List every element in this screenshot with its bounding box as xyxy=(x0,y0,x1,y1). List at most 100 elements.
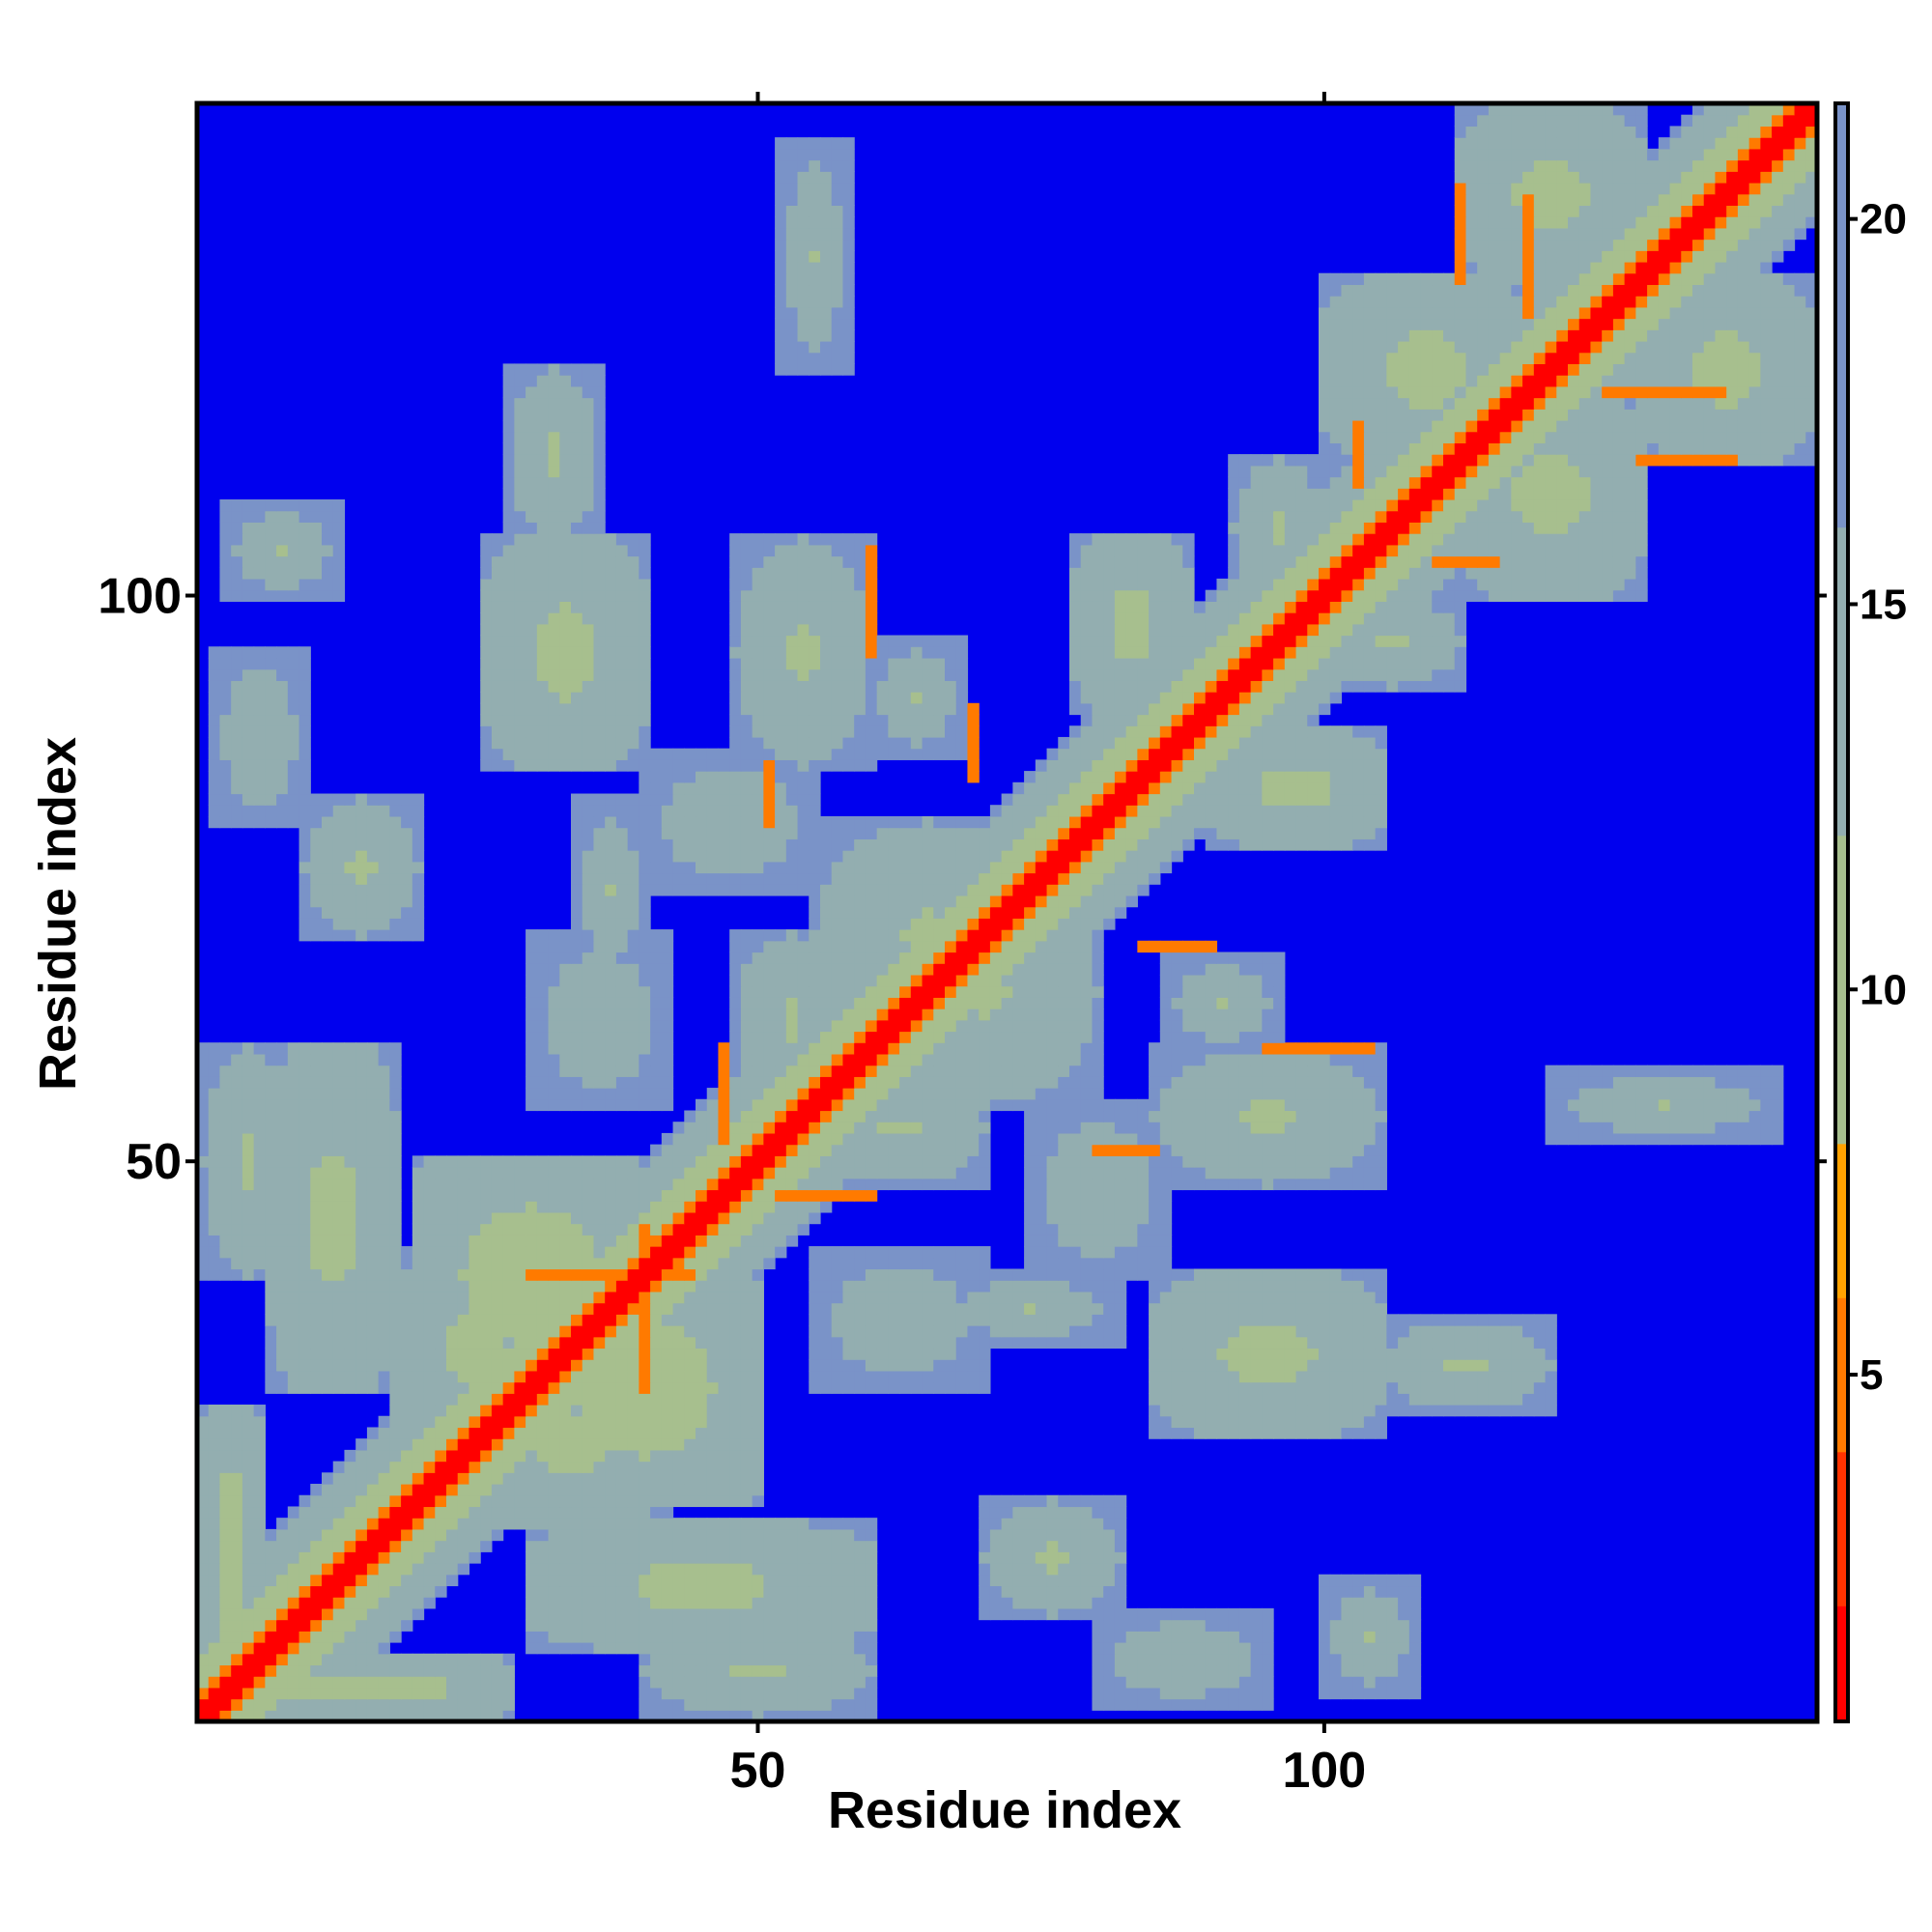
heatmap-cell xyxy=(412,1370,425,1383)
heatmap-cell xyxy=(219,1574,232,1587)
heatmap-cell xyxy=(650,1676,663,1689)
heatmap-cell xyxy=(1363,1405,1377,1417)
heatmap-cell xyxy=(615,1053,629,1066)
heatmap-cell xyxy=(1080,1178,1094,1191)
heatmap-cell xyxy=(842,1597,855,1609)
heatmap-cell xyxy=(661,1687,674,1700)
heatmap-cell xyxy=(842,1178,855,1191)
heatmap-cell xyxy=(559,1370,572,1383)
heatmap-cell xyxy=(605,1563,617,1576)
heatmap-cell xyxy=(208,1098,221,1112)
heatmap-cell xyxy=(1182,1664,1195,1677)
heatmap-cell xyxy=(548,1065,560,1077)
heatmap-cell xyxy=(1319,1291,1331,1304)
heatmap-cell xyxy=(1238,1698,1252,1711)
heatmap-cell xyxy=(287,1076,300,1089)
heatmap-cell xyxy=(355,1291,368,1304)
heatmap-cell xyxy=(865,1597,878,1609)
heatmap-cell xyxy=(1624,1098,1636,1112)
heatmap-cell xyxy=(1477,1370,1490,1383)
heatmap-cell xyxy=(242,1427,255,1439)
heatmap-cell xyxy=(389,1291,402,1304)
heatmap-cell xyxy=(1238,1268,1252,1281)
heatmap-cell xyxy=(672,1268,685,1281)
heatmap-cell xyxy=(1612,1088,1626,1100)
heatmap-cell xyxy=(888,1098,900,1112)
heatmap-cell xyxy=(1262,1053,1274,1066)
heatmap-cell xyxy=(366,1155,380,1168)
heatmap-cell xyxy=(696,1472,708,1485)
heatmap-cell xyxy=(1182,1122,1195,1134)
heatmap-cell xyxy=(865,1574,878,1587)
heatmap-cell xyxy=(1114,1528,1127,1542)
heatmap-cell xyxy=(1103,1178,1116,1191)
heatmap-cell xyxy=(752,1280,764,1293)
heatmap-cell xyxy=(344,1540,356,1552)
heatmap-cell xyxy=(1216,1122,1229,1134)
heatmap-cell xyxy=(469,1676,481,1689)
heatmap-cell xyxy=(661,1065,674,1077)
heatmap-cell xyxy=(1046,1280,1059,1293)
heatmap-cell xyxy=(910,1098,923,1112)
heatmap-cell xyxy=(967,1122,980,1134)
heatmap-cell xyxy=(265,1642,277,1655)
heatmap-cell xyxy=(298,1076,311,1089)
heatmap-cell xyxy=(536,1009,550,1021)
heatmap-cell xyxy=(1149,1235,1161,1247)
heatmap-cell xyxy=(1024,1257,1037,1270)
heatmap-cell xyxy=(1069,1155,1082,1168)
heatmap-cell xyxy=(1284,1302,1297,1315)
heatmap-cell xyxy=(1408,1642,1422,1655)
heatmap-cell xyxy=(582,1438,595,1451)
heatmap-cell xyxy=(536,1427,550,1439)
heatmap-cell xyxy=(366,1642,380,1655)
heatmap-cell xyxy=(899,997,912,1009)
heatmap-cell xyxy=(332,1065,346,1077)
heatmap-cell xyxy=(1171,1291,1183,1304)
heatmap-cell xyxy=(219,1246,232,1259)
heatmap-cell xyxy=(389,1607,402,1621)
heatmap-cell xyxy=(1363,1065,1377,1077)
heatmap-cell xyxy=(752,1528,764,1542)
heatmap-cell xyxy=(1080,997,1094,1009)
heatmap-cell xyxy=(355,1687,368,1700)
heatmap-cell xyxy=(1295,1393,1308,1406)
heatmap-cell xyxy=(344,1211,356,1225)
heatmap-cell xyxy=(831,1325,844,1338)
heatmap-cell xyxy=(831,1268,844,1281)
heatmap-cell xyxy=(287,1540,300,1552)
heatmap-cell xyxy=(1035,1122,1048,1134)
heatmap-cell xyxy=(1250,1336,1263,1350)
heatmap-cell xyxy=(1216,1053,1229,1066)
heatmap-cell xyxy=(548,1494,560,1508)
heatmap-cell xyxy=(639,1246,651,1259)
heatmap-cell xyxy=(1375,1415,1387,1429)
heatmap-cell xyxy=(1012,1607,1025,1621)
heatmap-cell xyxy=(650,1653,663,1666)
heatmap-cell xyxy=(559,1405,572,1417)
heatmap-cell xyxy=(1194,1359,1207,1372)
heatmap-cell xyxy=(820,1664,833,1677)
heatmap-cell xyxy=(435,1676,447,1689)
heatmap-cell xyxy=(605,1211,617,1225)
heatmap-cell xyxy=(740,1619,753,1632)
heatmap-cell xyxy=(491,1325,504,1338)
heatmap-cell xyxy=(1273,1268,1286,1281)
heatmap-cell xyxy=(276,1359,289,1372)
heatmap-cell xyxy=(1205,1607,1218,1621)
heatmap-cell xyxy=(775,1246,787,1259)
heatmap-cell xyxy=(1194,1415,1207,1429)
heatmap-cell xyxy=(1352,1359,1365,1372)
heatmap-cell xyxy=(253,1189,266,1202)
heatmap-cell xyxy=(265,1631,277,1643)
heatmap-cell xyxy=(876,1076,889,1089)
heatmap-cell xyxy=(933,1122,946,1134)
heatmap-cell xyxy=(1238,1167,1252,1179)
heatmap-cell xyxy=(1149,1223,1161,1236)
heatmap-cell xyxy=(1658,1098,1671,1112)
heatmap-cell xyxy=(548,1528,560,1542)
heatmap-cell xyxy=(593,1484,606,1496)
heatmap-cell xyxy=(1352,1291,1365,1304)
heatmap-cell xyxy=(514,1189,526,1202)
heatmap-cell xyxy=(865,1155,878,1168)
